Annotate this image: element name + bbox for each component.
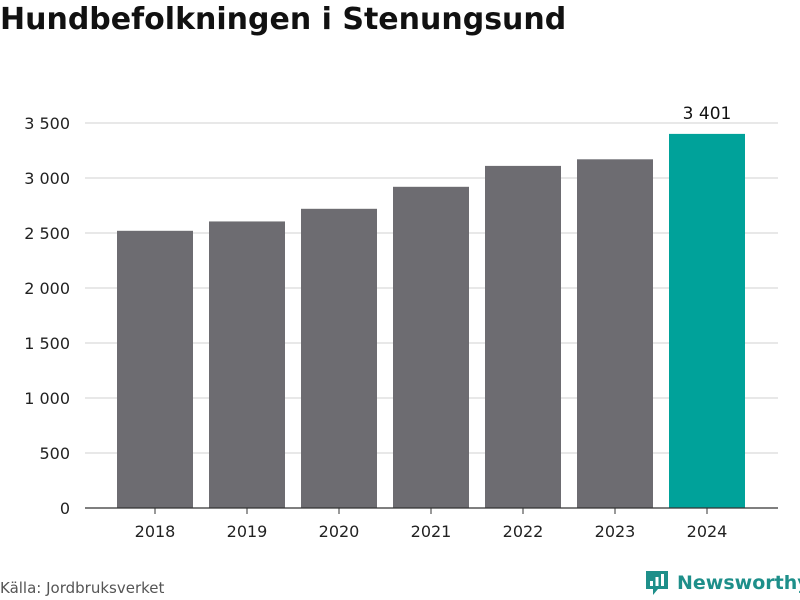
y-tick-label: 0 xyxy=(60,499,70,518)
brand-logo[interactable]: Newsworthy xyxy=(644,569,800,597)
y-tick-label: 2 000 xyxy=(24,279,70,298)
data-labels: 3 401 xyxy=(683,104,732,124)
bar-2022 xyxy=(485,165,561,508)
x-tick-label: 2019 xyxy=(227,522,268,541)
y-tick-label: 1 500 xyxy=(24,334,70,353)
newsworthy-logo-icon xyxy=(646,571,668,595)
bar-2021 xyxy=(393,186,469,509)
bar-2020 xyxy=(301,208,377,509)
x-tick-label: 2024 xyxy=(687,522,728,541)
y-tick-label: 3 500 xyxy=(24,114,70,133)
y-tick-label: 500 xyxy=(39,444,70,463)
bar-2024 xyxy=(669,133,745,508)
y-tick-label: 2 500 xyxy=(24,224,70,243)
chart-title: Hundbefolkningen i Stenungsund xyxy=(0,2,567,37)
source-note: Källa: Jordbruksverket xyxy=(0,579,165,597)
x-tick-label: 2018 xyxy=(135,522,176,541)
x-tick-label: 2023 xyxy=(595,522,636,541)
bars xyxy=(117,133,745,509)
bar-2018 xyxy=(117,230,193,509)
bar-2019 xyxy=(209,221,285,508)
x-axis-ticks: 2018 2019 2020 2021 2022 2023 2024 xyxy=(135,508,728,541)
x-tick-label: 2022 xyxy=(503,522,544,541)
y-tick-label: 1 000 xyxy=(24,389,70,408)
y-tick-label: 3 000 xyxy=(24,169,70,188)
y-axis-ticks: 0 500 1 000 1 500 2 000 2 500 3 000 3 500 xyxy=(24,114,70,518)
bar-2023 xyxy=(577,159,653,509)
data-label-2024: 3 401 xyxy=(683,104,732,124)
x-tick-label: 2021 xyxy=(411,522,452,541)
x-tick-label: 2020 xyxy=(319,522,360,541)
brand-name: Newsworthy xyxy=(677,572,800,594)
